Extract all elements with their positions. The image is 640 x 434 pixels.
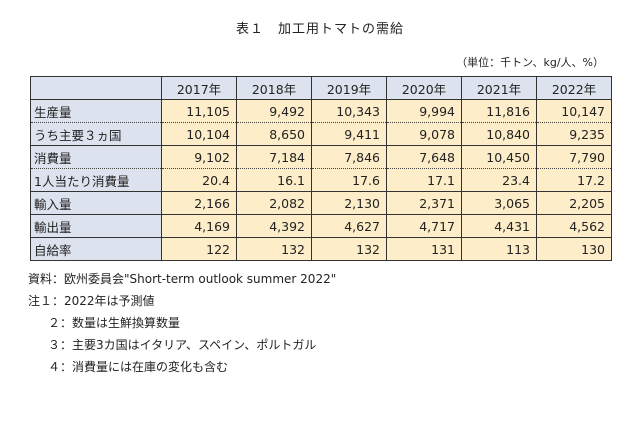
- table-row: 生産量 11,105 9,492 10,343 9,994 11,816 10,…: [30, 99, 612, 123]
- table-cell: 11,816: [461, 99, 537, 123]
- table-cell: 16.1: [236, 168, 312, 192]
- table-row: 1人当たり消費量 20.4 16.1 17.6 17.1 23.4 17.2: [30, 168, 612, 192]
- table-cell: 9,078: [386, 122, 462, 146]
- note-3: ３：主要3カ国はイタリア、スペイン、ポルトガル: [48, 338, 317, 352]
- table-cell: 131: [386, 237, 462, 261]
- table-cell: 8,650: [236, 122, 312, 146]
- table-cell: 10,147: [536, 99, 612, 123]
- table-cell: 4,717: [386, 214, 462, 238]
- table-cell: 122: [161, 237, 237, 261]
- table-cell: 2,130: [311, 191, 387, 215]
- table-cell: 4,169: [161, 214, 237, 238]
- table-cell: 23.4: [461, 168, 537, 192]
- table-cell: 7,846: [311, 145, 387, 169]
- table-row: うち主要３ヵ国 10,104 8,650 9,411 9,078 10,840 …: [30, 122, 612, 146]
- table-cell: 130: [536, 237, 612, 261]
- year-header: 2022年: [536, 76, 612, 100]
- note-1: 注１：2022年は予測値: [28, 294, 155, 308]
- note-4: ４：消費量には在庫の変化も含む: [48, 360, 229, 374]
- table-cell: 2,371: [386, 191, 462, 215]
- table-cell: 4,392: [236, 214, 312, 238]
- table-cell: 11,105: [161, 99, 237, 123]
- table-cell: 4,627: [311, 214, 387, 238]
- table-cell: 4,562: [536, 214, 612, 238]
- header-corner-cell: [30, 76, 162, 100]
- note-2: ２：数量は生鮮換算数量: [48, 316, 181, 330]
- table-cell: 10,343: [311, 99, 387, 123]
- table-row: 消費量 9,102 7,184 7,846 7,648 10,450 7,790: [30, 145, 612, 169]
- supply-table: 2017年 2018年 2019年 2020年 2021年 2022年 生産量 …: [30, 76, 612, 261]
- source-note: 資料：欧州委員会"Short-term outlook summer 2022": [28, 272, 337, 286]
- unit-label: （単位：千トン、kg/人、%）: [456, 56, 604, 69]
- table-cell: 10,840: [461, 122, 537, 146]
- table-cell: 17.6: [311, 168, 387, 192]
- table-cell: 7,184: [236, 145, 312, 169]
- table-cell: 2,082: [236, 191, 312, 215]
- notes-section: 資料：欧州委員会"Short-term outlook summer 2022"…: [28, 268, 336, 378]
- row-label: 生産量: [30, 99, 162, 123]
- row-label: 輸出量: [30, 214, 162, 238]
- table-cell: 10,104: [161, 122, 237, 146]
- table-row: 輸出量 4,169 4,392 4,627 4,717 4,431 4,562: [30, 214, 612, 238]
- table-cell: 9,994: [386, 99, 462, 123]
- table-cell: 7,648: [386, 145, 462, 169]
- table-cell: 17.2: [536, 168, 612, 192]
- table-cell: 3,065: [461, 191, 537, 215]
- row-label: 1人当たり消費量: [30, 168, 162, 192]
- table-cell: 113: [461, 237, 537, 261]
- year-header: 2020年: [386, 76, 462, 100]
- table-cell: 2,166: [161, 191, 237, 215]
- table-cell: 2,205: [536, 191, 612, 215]
- row-label: うち主要３ヵ国: [30, 122, 162, 146]
- table-cell: 9,411: [311, 122, 387, 146]
- table-cell: 20.4: [161, 168, 237, 192]
- table-title: 表１ 加工用トマトの需給: [235, 22, 404, 37]
- year-header: 2017年: [161, 76, 237, 100]
- table-row: 輸入量 2,166 2,082 2,130 2,371 3,065 2,205: [30, 191, 612, 215]
- table-row: 自給率 122 132 132 131 113 130: [30, 237, 612, 261]
- table-cell: 9,492: [236, 99, 312, 123]
- table-cell: 4,431: [461, 214, 537, 238]
- year-header: 2021年: [461, 76, 537, 100]
- table-cell: 9,235: [536, 122, 612, 146]
- header-row: 2017年 2018年 2019年 2020年 2021年 2022年: [30, 76, 612, 100]
- row-label: 自給率: [30, 237, 162, 261]
- row-label: 消費量: [30, 145, 162, 169]
- table-cell: 9,102: [161, 145, 237, 169]
- table-cell: 132: [236, 237, 312, 261]
- table-cell: 17.1: [386, 168, 462, 192]
- table-cell: 132: [311, 237, 387, 261]
- year-header: 2019年: [311, 76, 387, 100]
- table-cell: 7,790: [536, 145, 612, 169]
- table-cell: 10,450: [461, 145, 537, 169]
- year-header: 2018年: [236, 76, 312, 100]
- row-label: 輸入量: [30, 191, 162, 215]
